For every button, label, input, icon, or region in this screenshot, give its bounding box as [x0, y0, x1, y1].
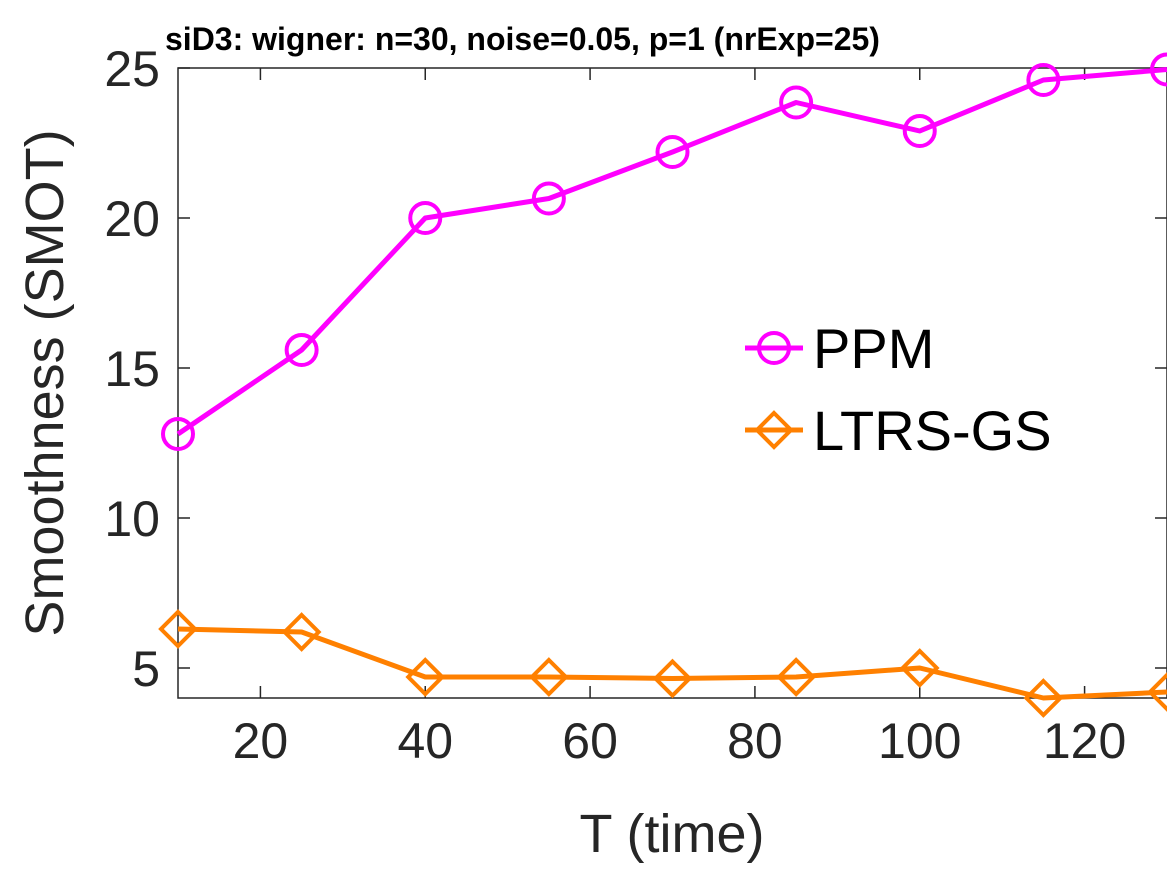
data-point-circle — [161, 417, 195, 451]
data-point-diamond — [158, 609, 198, 649]
axes: 20 40 60 80 100 120 5 10 15 20 25 — [104, 41, 1167, 769]
series-ltrs-gs — [158, 609, 1167, 718]
data-point-diamond — [1147, 672, 1167, 712]
data-point-circle — [408, 201, 443, 235]
x-tick-label: 100 — [878, 713, 961, 769]
data-point-diamond — [899, 648, 940, 688]
series-ppm — [161, 52, 1167, 451]
data-point-circle — [902, 114, 937, 148]
x-tick-label: 80 — [727, 713, 783, 769]
data-point-diamond — [1023, 678, 1064, 718]
plot-box — [177, 67, 1167, 699]
y-axis-label: Smoothness (SMOT) — [15, 129, 75, 636]
data-point-diamond — [529, 657, 569, 697]
legend-label: LTRS-GS — [813, 399, 1052, 462]
legend: PPM LTRS-GS — [745, 317, 1052, 462]
x-tick-label: 40 — [397, 713, 453, 769]
x-tick-label: 20 — [233, 713, 289, 769]
series-line — [176, 67, 1167, 437]
data-point-circle — [284, 333, 319, 367]
data-point-diamond — [405, 657, 446, 697]
legend-item-ppm: PPM — [745, 317, 934, 380]
x-axis-label: T (time) — [580, 804, 765, 864]
x-tick-label: 60 — [562, 713, 618, 769]
y-tick-label: 10 — [104, 491, 160, 547]
legend-item-ltrs-gs: LTRS-GS — [745, 399, 1052, 462]
legend-marker — [754, 410, 794, 450]
data-point-circle — [1150, 52, 1167, 87]
data-point-diamond — [281, 612, 322, 652]
chart-title: siD3: wigner: n=30, noise=0.05, p=1 (nrE… — [165, 21, 880, 57]
plot-series — [158, 52, 1167, 718]
data-point-diamond — [652, 658, 693, 699]
y-tick-label: 15 — [104, 341, 160, 397]
data-point-diamond — [776, 657, 816, 697]
series-line — [177, 626, 1167, 701]
data-point-circle — [531, 181, 566, 216]
legend-marker — [757, 331, 791, 365]
data-point-circle — [779, 85, 814, 120]
x-tick-label: 120 — [1043, 713, 1126, 769]
y-tick-label: 5 — [132, 641, 160, 697]
y-tick-label: 20 — [104, 191, 160, 247]
y-tick-label: 25 — [104, 41, 160, 97]
legend-label: PPM — [813, 317, 934, 380]
data-point-circle — [655, 135, 690, 169]
data-point-circle — [1026, 63, 1061, 97]
